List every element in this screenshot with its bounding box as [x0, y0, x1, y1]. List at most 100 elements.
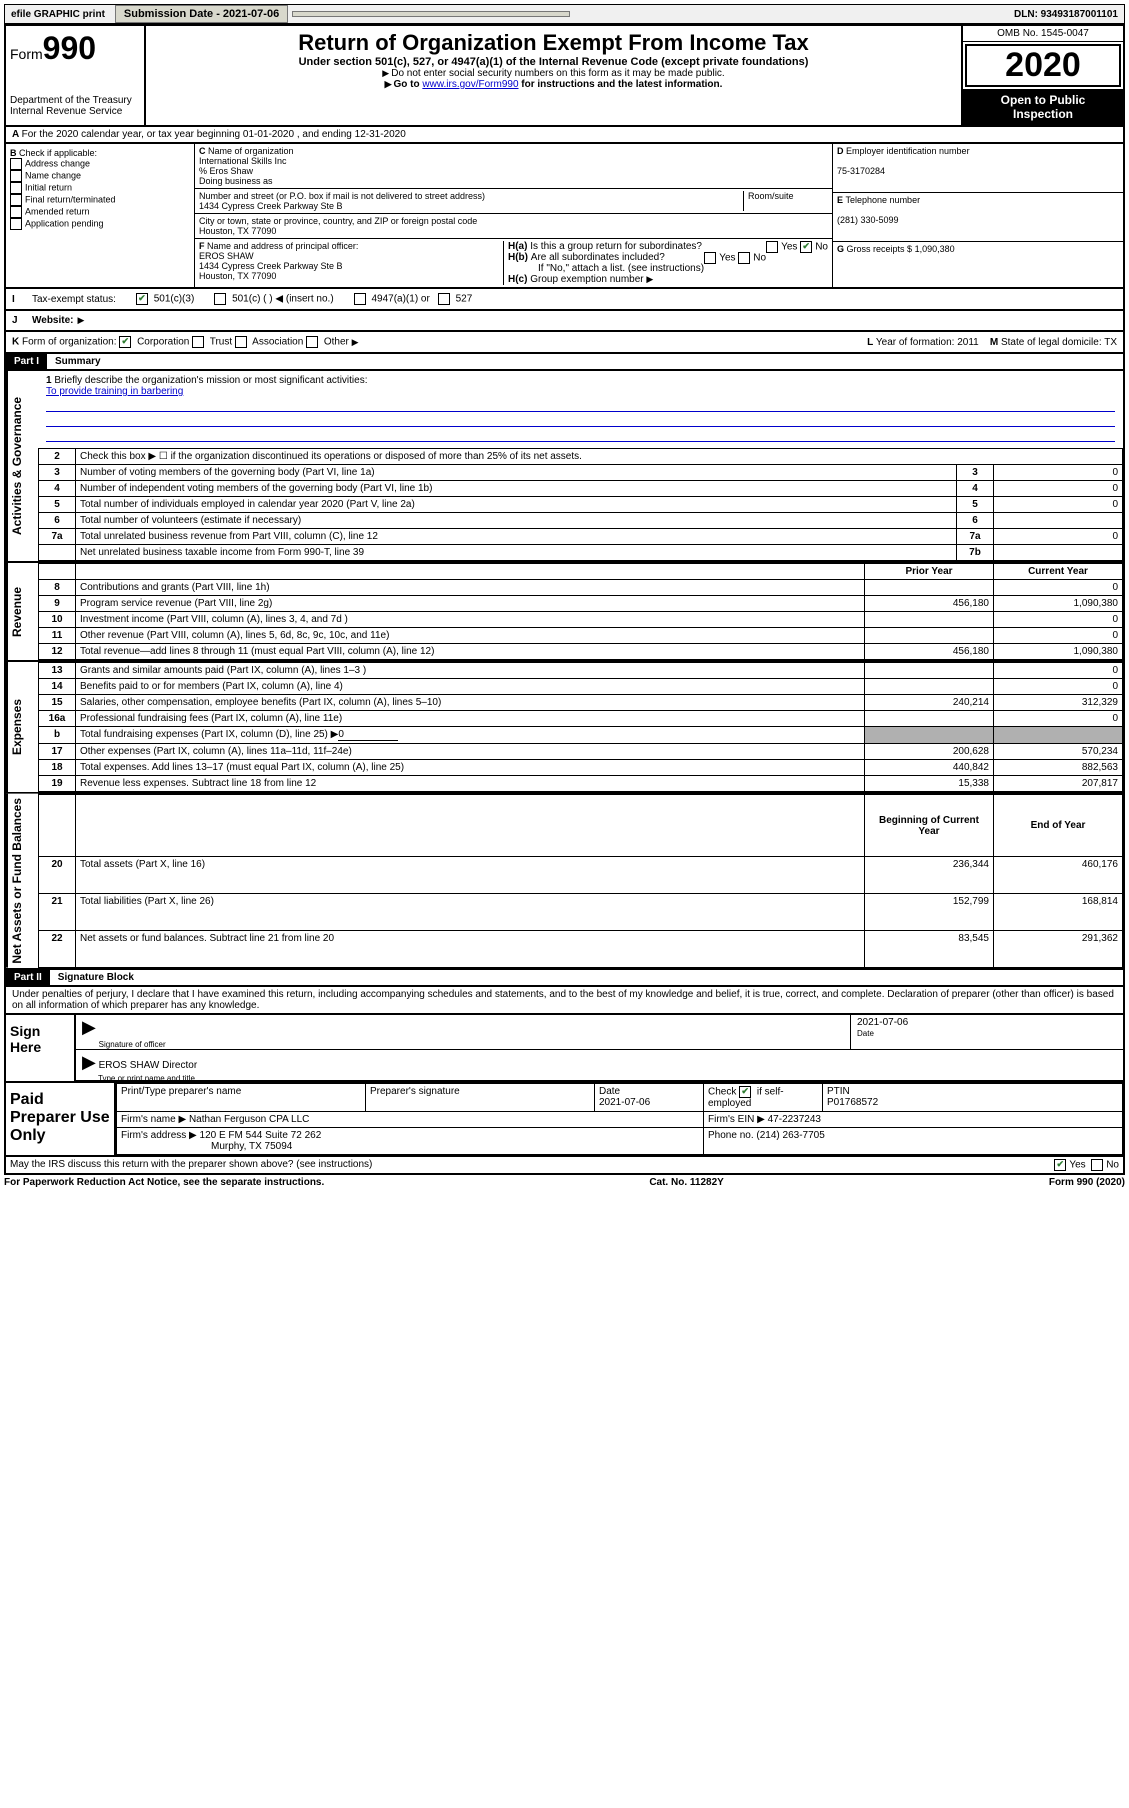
form-num: 990 — [43, 30, 96, 66]
checkbox-501c3[interactable] — [136, 293, 148, 305]
checkbox-hb-no[interactable] — [738, 252, 750, 264]
line22: Net assets or fund balances. Subtract li… — [76, 930, 865, 967]
dept-treasury: Department of the Treasury — [10, 95, 140, 106]
h-b-label: Are all subordinates included? — [531, 252, 665, 263]
prep-date: 2021-07-06 — [599, 1097, 650, 1108]
website-row: J Website: — [4, 311, 1125, 332]
signature-block: Sign Here ▶ Signature of officer 2021-07… — [4, 1015, 1125, 1083]
checkbox-ha-no[interactable] — [800, 241, 812, 253]
blank-button[interactable] — [292, 11, 570, 17]
header-right: OMB No. 1545-0047 2020 Open to Public In… — [961, 26, 1123, 125]
prior-year-header: Prior Year — [865, 564, 994, 580]
governance-table: 2Check this box ▶ ☐ if the organization … — [38, 448, 1123, 561]
phone-label: Telephone number — [846, 195, 921, 205]
type-name-label: Type or print name and title — [82, 1074, 195, 1083]
form-footer: Form 990 (2020) — [1049, 1177, 1125, 1188]
h-c-label: Group exemption number — [530, 274, 643, 285]
firm-addr2: Murphy, TX 75094 — [121, 1141, 292, 1152]
discuss-text: May the IRS discuss this return with the… — [10, 1159, 372, 1171]
goto-suffix: for instructions and the latest informat… — [519, 79, 723, 90]
k-org-row: K Form of organization: Corporation Trus… — [4, 332, 1125, 354]
officer-addr1: 1434 Cypress Creek Parkway Ste B — [199, 261, 343, 271]
prep-name-label: Print/Type preparer's name — [117, 1083, 366, 1111]
form-org-label: Form of organization: — [22, 337, 117, 348]
box-c: C Name of organization International Ski… — [195, 144, 833, 287]
city-label: City or town, state or province, country… — [199, 216, 477, 226]
checkbox-527[interactable] — [438, 293, 450, 305]
line9: Program service revenue (Part VIII, line… — [76, 596, 865, 612]
val7a: 0 — [994, 529, 1123, 545]
form-number: Form990 — [10, 30, 140, 67]
opt-final-return: Final return/terminated — [25, 194, 116, 204]
submission-date-button[interactable]: Submission Date - 2021-07-06 — [115, 5, 288, 23]
checkbox-4947[interactable] — [354, 293, 366, 305]
checkbox-final-return[interactable] — [10, 194, 22, 206]
line15: Salaries, other compensation, employee b… — [76, 695, 865, 711]
netassets-block: Net Assets or Fund Balances Beginning of… — [4, 794, 1125, 970]
line16b: Total fundraising expenses (Part IX, col… — [76, 727, 865, 744]
preparer-table: Print/Type preparer's name Preparer's si… — [116, 1083, 1123, 1155]
firm-phone-label: Phone no. — [708, 1130, 754, 1141]
year-formation-label: Year of formation: — [876, 337, 955, 348]
opt-initial-return: Initial return — [25, 182, 72, 192]
checkbox-initial-return[interactable] — [10, 182, 22, 194]
checkbox-ha-yes[interactable] — [766, 241, 778, 253]
city-value: Houston, TX 77090 — [199, 226, 276, 236]
line8: Contributions and grants (Part VIII, lin… — [76, 580, 865, 596]
line12: Total revenue—add lines 8 through 11 (mu… — [76, 644, 865, 660]
self-employed-label: Check — [708, 1086, 739, 1097]
form-word: Form — [10, 46, 43, 62]
checkbox-discuss-no[interactable] — [1091, 1159, 1103, 1171]
room-suite-label: Room/suite — [743, 191, 828, 211]
checkbox-association[interactable] — [235, 336, 247, 348]
checkbox-name-change[interactable] — [10, 170, 22, 182]
irs-link[interactable]: www.irs.gov/Form990 — [422, 79, 518, 90]
checkbox-corporation[interactable] — [119, 336, 131, 348]
firm-ein: 47-2237243 — [768, 1114, 821, 1125]
efile-label: efile GRAPHIC print — [5, 7, 111, 22]
checkbox-501c[interactable] — [214, 293, 226, 305]
line14: Benefits paid to or for members (Part IX… — [76, 679, 865, 695]
revenue-block: Revenue Prior YearCurrent Year 8Contribu… — [4, 563, 1125, 662]
line16a: Professional fundraising fees (Part IX, … — [76, 711, 865, 727]
checkbox-trust[interactable] — [192, 336, 204, 348]
netassets-table: Beginning of Current YearEnd of Year 20T… — [38, 794, 1123, 968]
form-header: Form990 Department of the Treasury Inter… — [4, 24, 1125, 127]
checkbox-amended-return[interactable] — [10, 206, 22, 218]
form-title: Return of Organization Exempt From Incom… — [154, 30, 953, 56]
checkbox-application-pending[interactable] — [10, 218, 22, 230]
cat-number: Cat. No. 11282Y — [649, 1177, 723, 1188]
checkbox-discuss-yes[interactable] — [1054, 1159, 1066, 1171]
perjury-text: Under penalties of perjury, I declare th… — [4, 987, 1125, 1015]
blank-line — [46, 414, 1115, 427]
sig-date: 2021-07-06 — [857, 1017, 908, 1028]
line-a: A For the 2020 calendar year, or tax yea… — [4, 127, 1125, 144]
officer-typed-name: EROS SHAW Director — [99, 1060, 198, 1071]
part2-header: Part II — [6, 970, 50, 985]
phone-value: (281) 330-5099 — [837, 215, 899, 225]
line1-label: Briefly describe the organization's miss… — [54, 375, 367, 386]
val3: 0 — [994, 465, 1123, 481]
checkbox-address-change[interactable] — [10, 158, 22, 170]
irs-label: Internal Revenue Service — [10, 106, 140, 117]
sig-officer-label: Signature of officer — [99, 1040, 166, 1049]
street-address: 1434 Cypress Creek Parkway Ste B — [199, 201, 343, 211]
checkbox-hb-yes[interactable] — [704, 252, 716, 264]
opt-address-change: Address change — [25, 158, 90, 168]
governance-block: Activities & Governance 1 Briefly descri… — [4, 371, 1125, 563]
org-name: International Skills Inc — [199, 156, 287, 166]
checkbox-self-employed[interactable] — [739, 1086, 751, 1098]
opt-amended-return: Amended return — [25, 206, 90, 216]
ein-value: 75-3170284 — [837, 166, 885, 176]
officer-addr2: Houston, TX 77090 — [199, 271, 276, 281]
ptin-label: PTIN — [827, 1086, 850, 1097]
line18: Total expenses. Add lines 13–17 (must eq… — [76, 760, 865, 776]
line20: Total assets (Part X, line 16) — [76, 857, 865, 894]
header-mid: Return of Organization Exempt From Incom… — [146, 26, 961, 125]
checkbox-other[interactable] — [306, 336, 318, 348]
vtab-expenses: Expenses — [6, 662, 38, 792]
val5: 0 — [994, 497, 1123, 513]
part1-bar: Part I Summary — [4, 354, 1125, 371]
mission-text[interactable]: To provide training in barbering — [46, 386, 183, 397]
paid-preparer-label: Paid Preparer Use Only — [6, 1083, 116, 1155]
